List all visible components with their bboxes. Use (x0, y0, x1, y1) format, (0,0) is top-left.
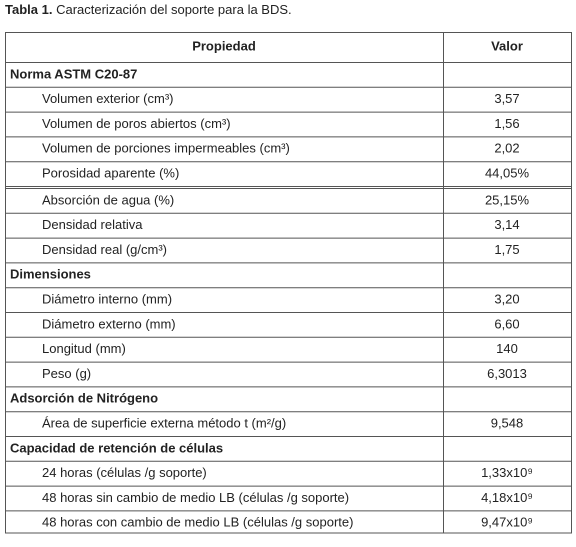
row-value: 1,33x10⁹ (481, 465, 533, 480)
row-label: Diámetro externo (mm) (42, 316, 176, 331)
row-label: Volumen de porciones impermeables (cm³) (42, 141, 290, 156)
row-value: 25,15% (485, 192, 530, 207)
header-cell: Valor (491, 38, 523, 53)
row-label: Peso (g) (42, 366, 91, 381)
row-label: 24 horas (células /g soporte) (42, 465, 207, 480)
row-label: Porosidad aparente (%) (42, 166, 179, 181)
row-value: 140 (496, 341, 518, 356)
row-label: Longitud (mm) (42, 341, 126, 356)
row-label: Densidad real (g/cm³) (42, 242, 167, 257)
row-label: 48 horas sin cambio de medio LB (células… (42, 490, 349, 505)
row-value: 1,56 (494, 116, 519, 131)
table-border (5, 32, 572, 534)
section-title: Capacidad de retención de células (10, 440, 223, 455)
row-value: 44,05% (485, 166, 530, 181)
row-label: 48 horas con cambio de medio LB (células… (42, 515, 353, 530)
row-value: 3,57 (494, 91, 519, 106)
row-value: 9,548 (491, 416, 524, 431)
row-label: Absorción de agua (%) (42, 192, 174, 207)
row-value: 6,60 (494, 316, 519, 331)
row-value: 9,47x10⁹ (481, 515, 533, 530)
row-label: Área de superficie externa método t (m²/… (42, 416, 286, 431)
header-cell: Propiedad (192, 38, 256, 53)
row-value: 3,14 (494, 217, 519, 232)
section-title: Dimensiones (10, 267, 91, 282)
row-label: Volumen exterior (cm³) (42, 91, 173, 106)
row-value: 3,20 (494, 292, 519, 307)
caption: Tabla 1. Caracterización del soporte par… (5, 2, 292, 17)
caption-label: Tabla 1. (5, 2, 52, 17)
row-value: 2,02 (494, 141, 519, 156)
row-value: 4,18x10⁹ (481, 490, 533, 505)
row-label: Densidad relativa (42, 217, 143, 232)
section-title: Norma ASTM C20-87 (10, 66, 137, 81)
section-title: Adsorción de Nitrógeno (10, 391, 158, 406)
row-label: Diámetro interno (mm) (42, 292, 172, 307)
caption-text: Caracterización del soporte para la BDS. (56, 2, 292, 17)
row-value: 1,75 (494, 242, 519, 257)
row-label: Volumen de poros abiertos (cm³) (42, 116, 231, 131)
row-value: 6,3013 (487, 366, 527, 381)
